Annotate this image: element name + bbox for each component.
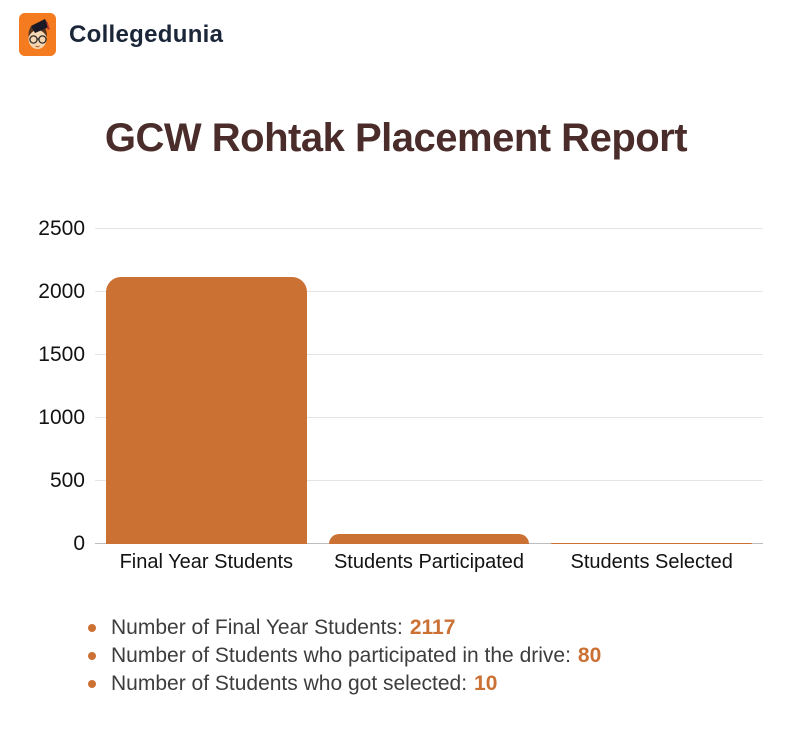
chart-bar [551, 542, 752, 544]
gridline [95, 479, 763, 481]
collegedunia-logo-icon [19, 13, 56, 56]
notes-list: Number of Final Year Students: 2117 Numb… [88, 614, 792, 698]
note-value: 10 [474, 671, 498, 695]
y-axis-tick-label: 2000 [38, 279, 85, 303]
x-axis: Final Year Students Students Participated… [95, 551, 763, 574]
y-axis-tick-label: 1000 [38, 405, 85, 429]
note-label: Number of Students who got selected: [111, 671, 468, 695]
note-item-final-year: Number of Final Year Students: 2117 [88, 614, 792, 642]
note-value: 80 [577, 643, 602, 667]
gridline [95, 290, 763, 292]
note-label: Number of Final Year Students: [111, 615, 403, 639]
bar-slot [95, 229, 318, 544]
bar-slot [540, 229, 763, 544]
note-value: 2117 [409, 615, 456, 639]
note-label: Number of Students who participated in t… [111, 643, 571, 667]
x-axis-label: Students Selected [570, 550, 733, 573]
plot-column: Final Year Students Students Participated… [95, 227, 763, 574]
y-axis-tick-label: 1500 [38, 342, 85, 366]
y-axis-tick-label: 0 [73, 531, 85, 555]
chart-bar [106, 277, 307, 544]
chart-bar [328, 533, 530, 544]
student-face-icon [19, 13, 56, 56]
y-axis: 2500 2000 1500 1000 500 0 [30, 217, 95, 555]
plot-area [95, 227, 763, 544]
bar-slot [318, 229, 541, 544]
bullet-icon [88, 623, 96, 632]
x-axis-label: Students Participated [333, 550, 525, 573]
gridline [95, 353, 763, 355]
gridline [95, 416, 763, 418]
bar-chart: 2500 2000 1500 1000 500 0 Final Year Students… [30, 217, 763, 574]
bullet-icon [88, 679, 96, 688]
note-item-participated: Number of Students who participated in t… [88, 642, 792, 670]
x-axis-label: Final Year Students [119, 550, 294, 573]
note-item-selected: Number of Students who got selected: 10 [88, 670, 792, 698]
chart-title: GCW Rohtak Placement Report [104, 116, 688, 160]
bullet-icon [88, 651, 96, 660]
y-axis-tick-label: 500 [49, 468, 85, 492]
gridline [95, 227, 763, 229]
y-axis-tick-label: 2500 [38, 216, 85, 240]
brand-header: Collegedunia [0, 0, 792, 56]
brand-name: Collegedunia [69, 20, 224, 48]
